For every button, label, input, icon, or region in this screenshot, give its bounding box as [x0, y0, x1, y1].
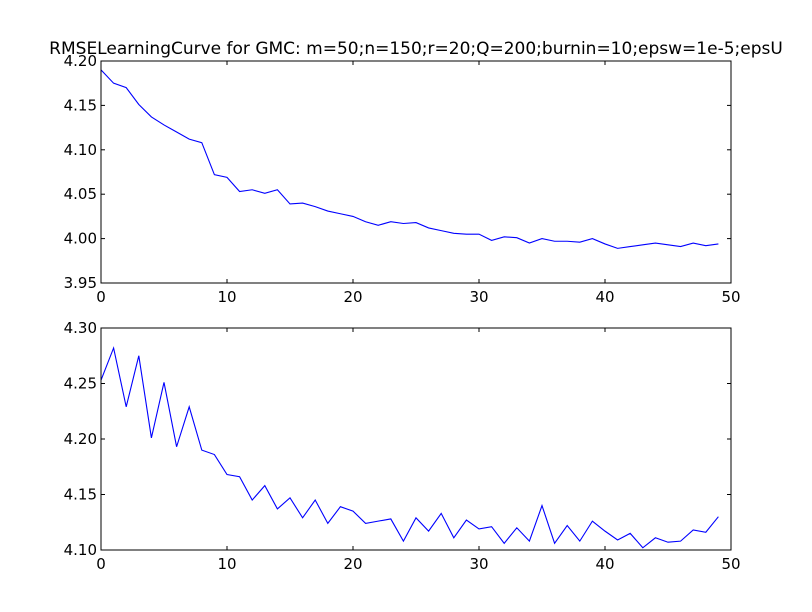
y-tick-label: 4.20 [64, 430, 97, 448]
y-tick-label: 4.05 [64, 185, 97, 203]
x-tick-label: 30 [469, 288, 488, 306]
x-tick-label: 0 [96, 288, 106, 306]
x-tick-label: 10 [217, 555, 236, 573]
chart-title: RMSELearningCurve for GMC: m=50;n=150;r=… [49, 39, 783, 59]
y-tick-label: 4.15 [64, 486, 97, 504]
series-line-0 [100, 69, 719, 249]
x-tick-label: 50 [721, 288, 740, 306]
subplot-bottom: 0 10 20 30 40 50 4.10 4.15 4.20 4.25 4.30 [64, 319, 741, 573]
y-tick-label: 4.00 [64, 230, 97, 248]
x-tick-label: 20 [343, 555, 362, 573]
axes-frame [100, 327, 732, 551]
subplot-top: 0 10 20 30 40 50 3.95 4.00 4.05 4.10 4.15 4.20RMSEL… [49, 39, 783, 306]
x-tick-label: 20 [343, 288, 362, 306]
x-tick-label: 0 [96, 555, 106, 573]
y-tick-label: 4.30 [64, 319, 97, 337]
y-tick-label: 4.10 [64, 541, 97, 559]
y-tick-label: 4.15 [64, 96, 97, 114]
x-tick-label: 30 [469, 555, 488, 573]
axes-frame [100, 60, 732, 284]
y-tick-label: 4.20 [64, 52, 97, 70]
y-tick-label: 3.95 [64, 274, 97, 292]
y-tick-label: 4.25 [64, 375, 97, 393]
y-tick-label: 4.10 [64, 141, 97, 159]
x-tick-label: 40 [595, 288, 614, 306]
x-tick-label: 10 [217, 288, 236, 306]
series-line-1 [100, 346, 719, 549]
x-tick-label: 40 [595, 555, 614, 573]
x-tick-label: 50 [721, 555, 740, 573]
